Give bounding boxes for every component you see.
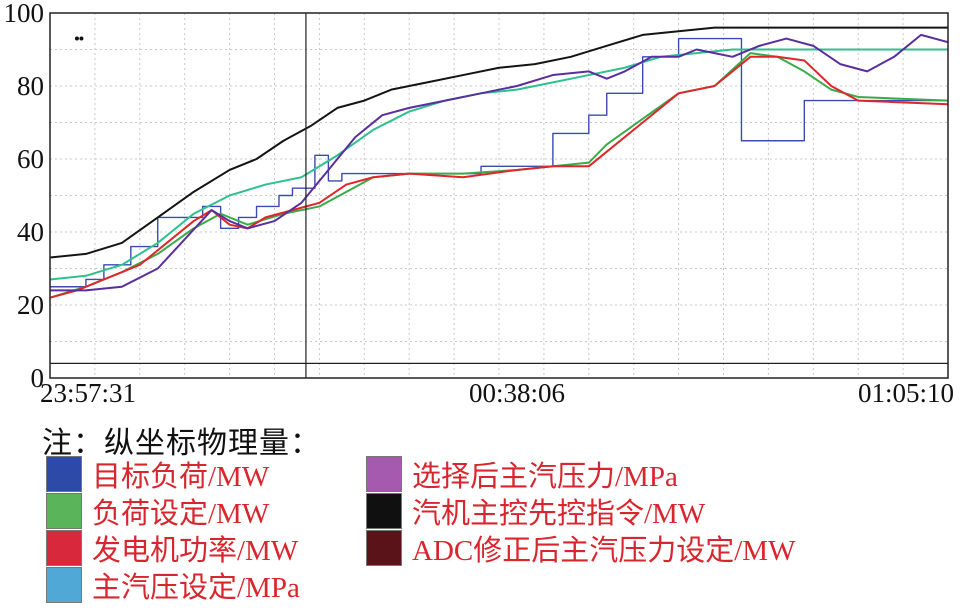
legend-swatch — [366, 530, 402, 566]
x-tick-label: 01:05:10 — [858, 378, 954, 408]
legend-item: 选择后主汽压力/MPa — [366, 455, 678, 493]
marker-dot — [74, 36, 79, 41]
y-tick-label: 100 — [4, 0, 45, 28]
y-tick-label: 60 — [17, 144, 44, 174]
legend-swatch — [366, 493, 402, 529]
legend-swatch — [366, 456, 402, 492]
legend-item: 主汽压设定/MPa — [46, 566, 300, 604]
series-line-4 — [50, 33, 949, 292]
y-tick-label: 40 — [17, 217, 44, 247]
series-line-5 — [49, 26, 948, 259]
plot-frame — [49, 12, 949, 379]
tick-labels: 0 20 40 60 80 100 23:57:31 00:38:06 01:05:10 — [4, 0, 955, 408]
legend-label: 主汽压设定/MPa — [92, 572, 300, 604]
x-tick-label: 23:57:31 — [40, 378, 136, 408]
legend-item: 汽机主控先控指令/MW — [366, 492, 705, 530]
y-tick-label: 20 — [17, 290, 44, 320]
note-label: 注：纵坐标物理量： — [42, 427, 321, 460]
legend-label: 汽机主控先控指令/MW — [412, 498, 706, 530]
y-tick-label: 80 — [17, 71, 44, 101]
grid — [50, 13, 948, 378]
y-tick-label: 0 — [31, 363, 45, 393]
legend-item: ADC修正后主汽压力设定/MW — [366, 529, 795, 567]
legend-item: 负荷设定/MW — [46, 492, 269, 530]
legend-label: 发电机功率/MW — [92, 535, 299, 567]
legend: 目标负荷/MW 选择后主汽压力/MPa 负荷设定/MW 汽机主控先控指令/MW 发电机功… — [46, 455, 946, 605]
legend-label: 负荷设定/MW — [92, 498, 270, 530]
series-line-0 — [50, 37, 948, 288]
legend-swatch — [46, 530, 82, 566]
legend-swatch — [46, 567, 82, 603]
legend-label: ADC修正后主汽压力设定/MW — [412, 535, 796, 567]
legend-label: 选择后主汽压力/MPa — [412, 461, 678, 493]
legend-swatch — [46, 493, 82, 529]
x-tick-label: 00:38:06 — [469, 378, 565, 408]
legend-swatch — [46, 456, 82, 492]
reference-lines — [50, 13, 948, 378]
series-line-2 — [49, 55, 949, 299]
legend-item: 发电机功率/MW — [46, 529, 298, 567]
series-group — [49, 26, 949, 299]
legend-item: 目标负荷/MW — [46, 455, 269, 493]
legend-label: 目标负荷/MW — [92, 461, 270, 493]
marker-dot — [79, 36, 84, 41]
